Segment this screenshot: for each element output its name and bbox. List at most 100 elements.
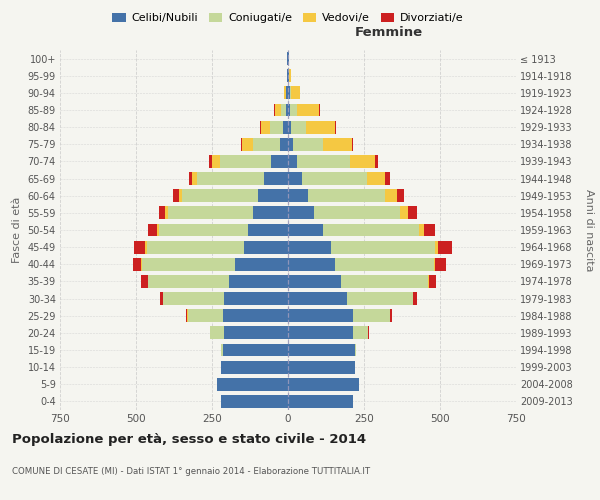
Bar — [223, 310, 288, 322]
Bar — [148, 275, 288, 288]
Bar — [221, 344, 288, 356]
Bar — [221, 395, 288, 408]
Bar — [288, 258, 434, 270]
Bar — [284, 86, 288, 100]
Bar — [288, 240, 452, 254]
Bar — [217, 378, 288, 390]
Bar — [286, 86, 288, 100]
Bar — [288, 310, 392, 322]
Bar — [288, 275, 436, 288]
Bar — [192, 172, 288, 185]
Bar — [148, 275, 288, 288]
Bar — [288, 360, 355, 374]
Bar — [288, 190, 308, 202]
Bar — [221, 395, 288, 408]
Bar — [288, 138, 323, 150]
Bar — [288, 104, 296, 117]
Bar — [163, 292, 288, 305]
Bar — [288, 86, 299, 100]
Bar — [287, 52, 288, 65]
Bar — [288, 70, 291, 82]
Bar — [288, 206, 400, 220]
Bar — [263, 172, 288, 185]
Bar — [209, 155, 288, 168]
Bar — [288, 258, 436, 270]
Bar — [288, 52, 289, 65]
Bar — [145, 240, 288, 254]
Bar — [288, 275, 341, 288]
Bar — [288, 310, 391, 322]
Bar — [288, 292, 413, 305]
Bar — [288, 344, 356, 356]
Bar — [242, 138, 288, 150]
Bar — [288, 70, 289, 82]
Bar — [288, 138, 293, 150]
Bar — [221, 360, 288, 374]
Bar — [188, 172, 288, 185]
Bar — [221, 344, 288, 356]
Bar — [274, 104, 288, 117]
Bar — [224, 326, 288, 340]
Bar — [288, 258, 335, 270]
Bar — [210, 326, 288, 340]
Bar — [288, 326, 368, 340]
Bar — [288, 344, 356, 356]
Bar — [241, 138, 288, 150]
Bar — [288, 172, 390, 185]
Bar — [288, 190, 385, 202]
Bar — [275, 104, 288, 117]
Bar — [288, 70, 289, 82]
Bar — [288, 172, 385, 185]
Bar — [159, 206, 288, 220]
Bar — [287, 70, 288, 82]
Bar — [283, 120, 288, 134]
Bar — [288, 70, 291, 82]
Y-axis label: Fasce di età: Fasce di età — [12, 197, 22, 263]
Bar — [288, 224, 435, 236]
Bar — [288, 395, 353, 408]
Bar — [288, 138, 352, 150]
Bar — [288, 360, 355, 374]
Bar — [168, 206, 288, 220]
Bar — [212, 155, 288, 168]
Bar — [288, 258, 446, 270]
Bar — [287, 70, 288, 82]
Bar — [288, 378, 359, 390]
Bar — [134, 240, 288, 254]
Bar — [133, 258, 288, 270]
Bar — [173, 190, 288, 202]
Bar — [288, 155, 297, 168]
Bar — [288, 240, 439, 254]
Bar — [223, 344, 288, 356]
Text: COMUNE DI CESATE (MI) - Dati ISTAT 1° gennaio 2014 - Elaborazione TUTTITALIA.IT: COMUNE DI CESATE (MI) - Dati ISTAT 1° ge… — [12, 468, 370, 476]
Bar — [270, 120, 288, 134]
Bar — [179, 190, 288, 202]
Bar — [288, 120, 337, 134]
Bar — [288, 86, 299, 100]
Text: Femmine: Femmine — [354, 26, 422, 39]
Bar — [288, 155, 374, 168]
Bar — [244, 240, 288, 254]
Bar — [288, 52, 289, 65]
Bar — [211, 326, 288, 340]
Bar — [288, 155, 350, 168]
Bar — [281, 104, 288, 117]
Text: Popolazione per età, sesso e stato civile - 2014: Popolazione per età, sesso e stato civil… — [12, 432, 366, 446]
Bar — [288, 86, 290, 100]
Bar — [257, 190, 288, 202]
Bar — [288, 310, 353, 322]
Bar — [286, 104, 288, 117]
Bar — [182, 190, 288, 202]
Bar — [288, 292, 417, 305]
Bar — [221, 395, 288, 408]
Bar — [288, 52, 289, 65]
Bar — [288, 138, 353, 150]
Bar — [188, 310, 288, 322]
Bar — [287, 52, 288, 65]
Bar — [229, 275, 288, 288]
Bar — [288, 395, 353, 408]
Bar — [197, 172, 288, 185]
Bar — [287, 52, 288, 65]
Bar — [235, 258, 288, 270]
Bar — [288, 206, 314, 220]
